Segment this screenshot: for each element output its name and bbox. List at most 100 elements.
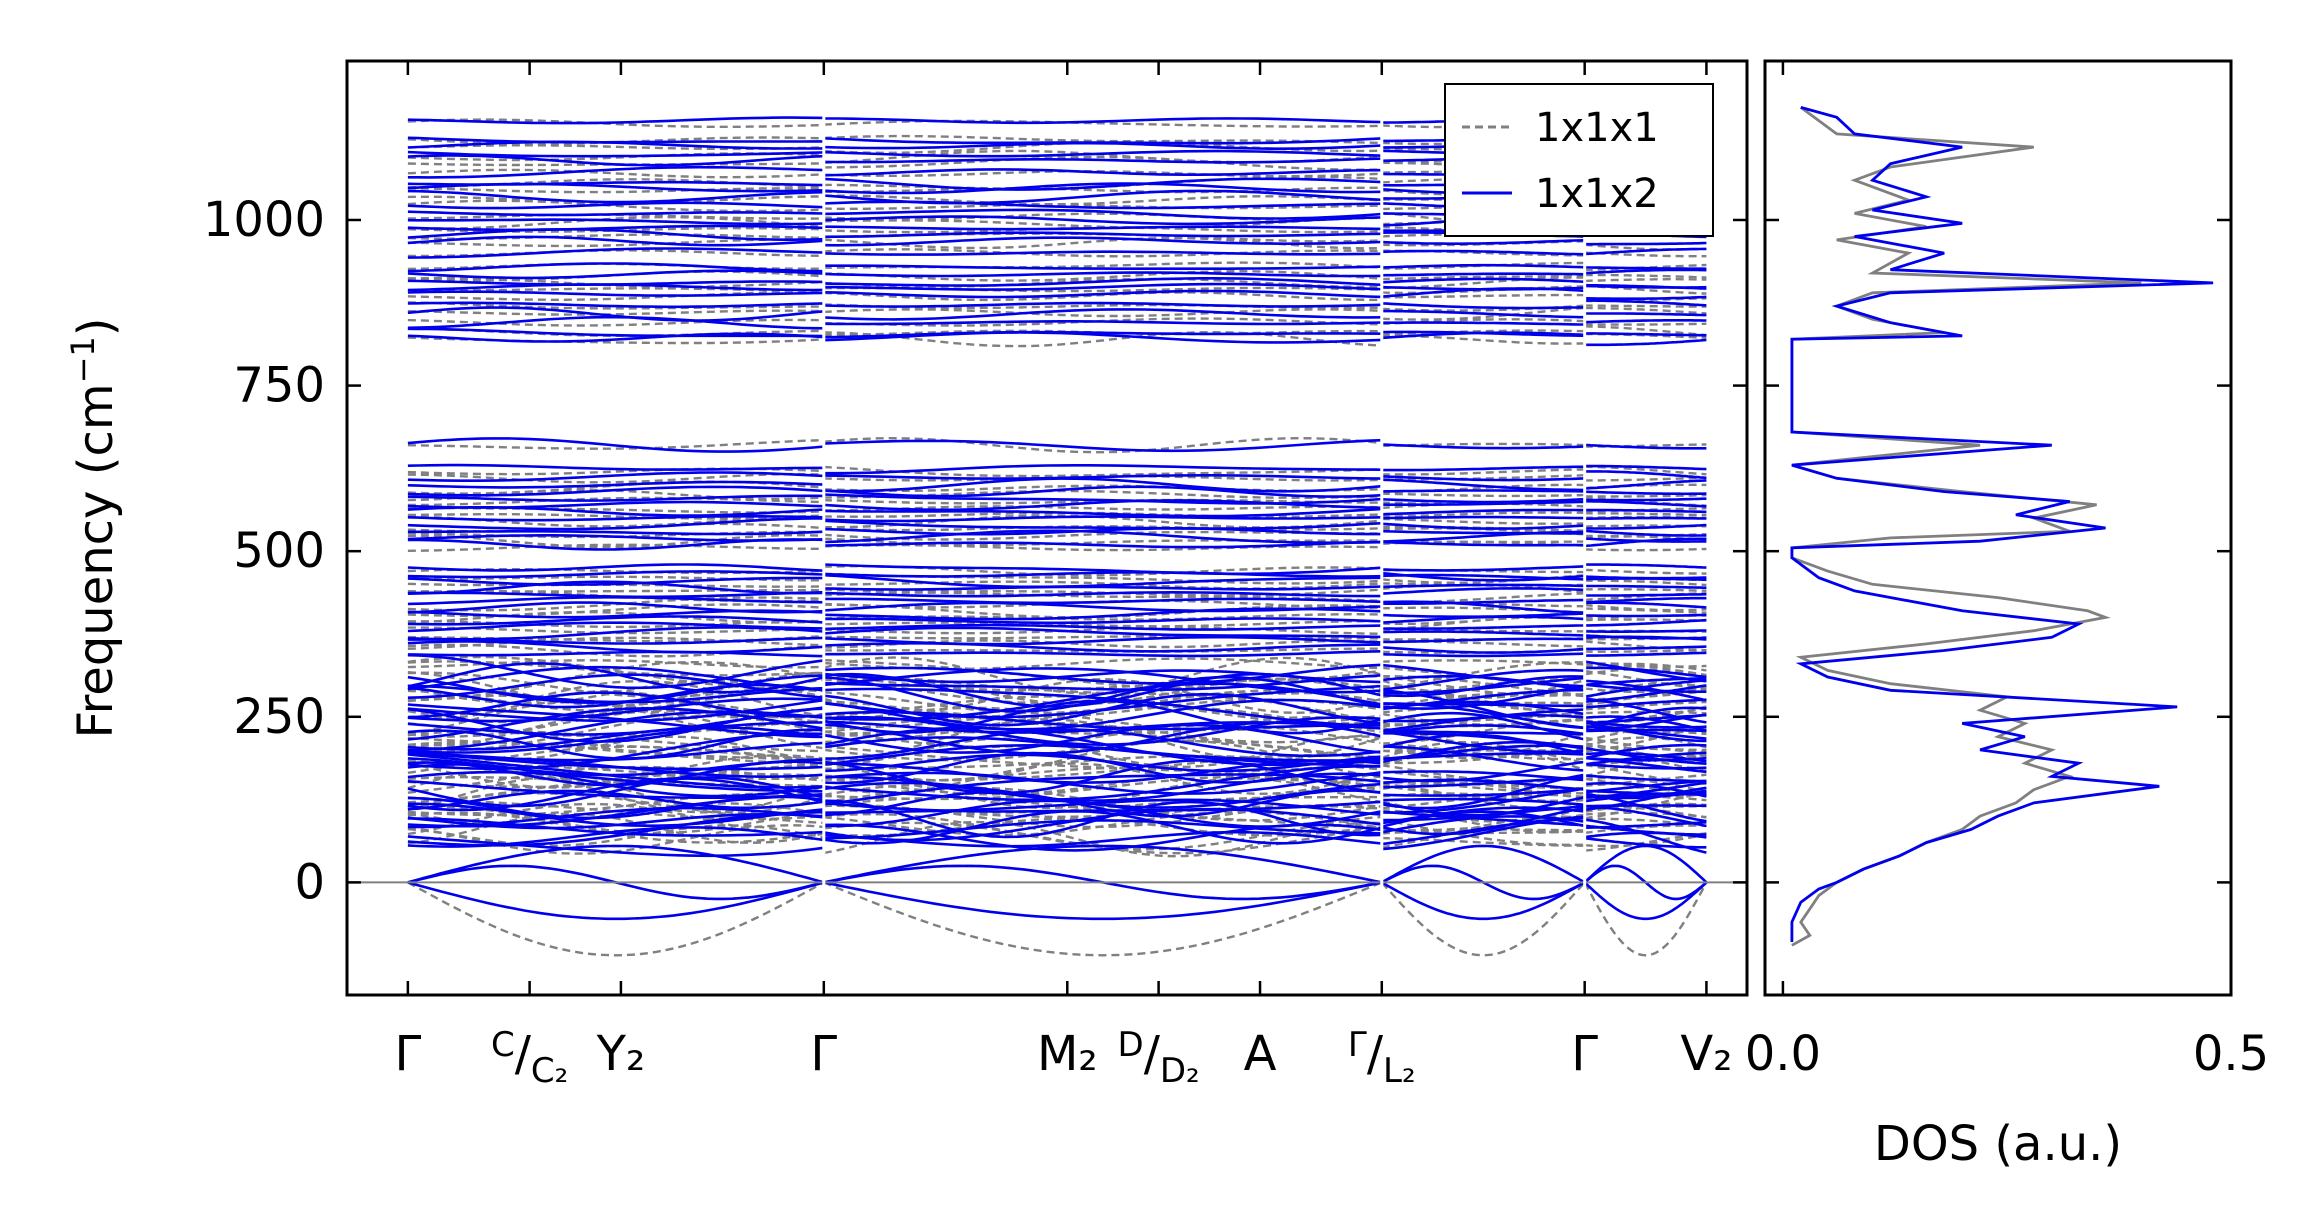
band-line — [1584, 618, 1707, 622]
band-line — [407, 213, 824, 220]
band-line — [407, 728, 824, 760]
acoustic-branch — [407, 844, 825, 884]
band-line — [407, 726, 824, 751]
band-line — [1584, 241, 1707, 246]
band-line — [823, 798, 1382, 816]
band-line — [823, 529, 1382, 544]
band-line — [1584, 629, 1707, 633]
band-line — [1381, 515, 1585, 520]
band-line — [407, 224, 824, 232]
band-line — [407, 590, 824, 599]
band-line — [1381, 770, 1585, 782]
band-line — [407, 467, 824, 476]
band-line — [823, 573, 1382, 589]
band-line — [1584, 725, 1707, 753]
band-line — [1584, 443, 1707, 450]
band-line — [1381, 285, 1585, 291]
kpoint-label-main: / — [515, 1026, 532, 1082]
band-line — [1584, 728, 1707, 733]
kpoint-label: V₂ — [1680, 1026, 1732, 1082]
kpoint-label: Γ/L₂ — [1348, 1025, 1416, 1091]
band-line — [823, 626, 1382, 635]
band-line — [1584, 666, 1707, 679]
band-line — [823, 674, 1382, 692]
band-line — [1381, 624, 1585, 630]
band-line — [1381, 732, 1585, 750]
band-line — [823, 208, 1382, 220]
band-line — [1584, 322, 1707, 326]
kpoint-label-main: / — [1367, 1026, 1384, 1082]
band-line — [1584, 662, 1707, 677]
band-line — [823, 723, 1382, 754]
band-line — [407, 118, 824, 128]
band-line — [1584, 568, 1707, 575]
band-line — [1381, 517, 1585, 525]
band-line — [407, 824, 825, 847]
band-line — [1381, 796, 1585, 817]
band-line — [823, 186, 1382, 194]
band-line — [1381, 708, 1585, 723]
band-line — [823, 168, 1382, 177]
band-line — [407, 439, 824, 450]
acoustic-branch — [823, 844, 1383, 884]
dos-x-axis-label: DOS (a.u.) — [1874, 1116, 2122, 1172]
band-line — [1584, 774, 1707, 783]
band-line — [1381, 277, 1585, 284]
kpoint-label: Γ — [1571, 1026, 1598, 1082]
band-line — [1584, 247, 1707, 256]
band-line — [823, 250, 1382, 256]
band-line — [823, 519, 1382, 530]
band-line — [1584, 777, 1707, 796]
band-line — [1584, 479, 1707, 490]
band-line — [1584, 763, 1707, 785]
band-line — [1381, 272, 1585, 277]
band-line — [407, 683, 824, 709]
band-line — [407, 201, 824, 210]
kpoint-label: A — [1244, 1026, 1277, 1082]
band-line — [1584, 697, 1707, 724]
band-line — [823, 277, 1382, 287]
band-line — [823, 800, 1382, 813]
band-line — [1584, 613, 1707, 618]
band-line — [1381, 661, 1585, 690]
band-line — [1584, 649, 1707, 653]
band-line — [1381, 565, 1585, 572]
band-line — [823, 465, 1382, 478]
band-line — [1381, 540, 1585, 544]
band-line — [1584, 529, 1707, 537]
band-line — [1584, 470, 1707, 480]
band-line — [407, 216, 824, 230]
band-line — [1584, 476, 1707, 482]
band-line — [407, 496, 824, 507]
band-line — [407, 162, 824, 167]
ytick-label: 500 — [233, 523, 325, 579]
band-line — [823, 320, 1382, 326]
band-line — [407, 610, 824, 624]
band-line — [1584, 547, 1707, 552]
band-line — [1381, 800, 1585, 823]
band-line — [407, 485, 824, 497]
band-line — [407, 269, 824, 280]
band-line — [1381, 249, 1585, 256]
band-line — [407, 180, 824, 187]
band-line — [407, 530, 824, 536]
ytick-label: 250 — [233, 689, 325, 745]
band-line — [1381, 746, 1585, 767]
band-line — [407, 517, 824, 531]
band-line — [407, 619, 824, 629]
kpoint-label-sub: C₂ — [531, 1051, 568, 1091]
acoustic-branch — [1583, 881, 1708, 957]
band-line — [1584, 299, 1707, 307]
dos-curve-1x1x1 — [1790, 106, 2142, 947]
band-line — [823, 330, 1382, 339]
band-line — [1381, 293, 1585, 299]
band-line — [1584, 685, 1707, 694]
band-line — [407, 290, 824, 297]
band-line — [1381, 676, 1585, 695]
band-line — [823, 563, 1382, 576]
band-line — [407, 691, 824, 719]
band-line — [823, 819, 1382, 840]
